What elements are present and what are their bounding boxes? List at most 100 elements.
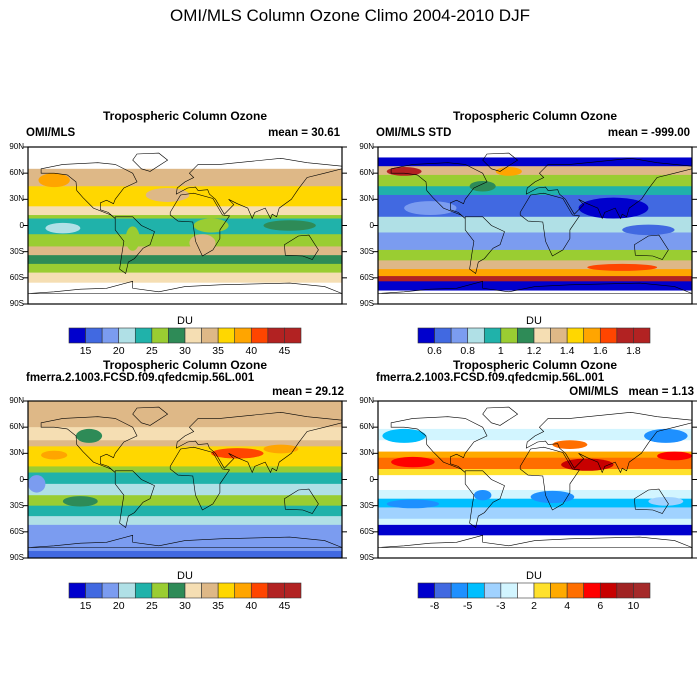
contour-band bbox=[28, 263, 342, 274]
colorbar-tick-label: 35 bbox=[212, 345, 224, 357]
coastline bbox=[284, 488, 319, 514]
contour-region bbox=[622, 224, 675, 236]
colorbar-tick-label: 1 bbox=[497, 345, 504, 357]
contour-band bbox=[28, 427, 342, 441]
contour-region bbox=[561, 458, 614, 471]
panel-mean-row: OMI/MLS mean = 1.13 bbox=[378, 386, 694, 399]
lat-tick-label: 90N bbox=[359, 142, 374, 151]
colorbar-box bbox=[85, 327, 103, 344]
contour-band bbox=[378, 157, 692, 167]
contour-band bbox=[378, 216, 692, 233]
coastline bbox=[114, 470, 155, 529]
colorbar-box bbox=[217, 327, 236, 344]
contour-region bbox=[189, 234, 216, 252]
colorbar-tick-label: -3 bbox=[496, 600, 506, 612]
colorbar-tick-label: 1.6 bbox=[592, 345, 608, 357]
contour-band bbox=[378, 498, 692, 508]
colorbar-box bbox=[68, 582, 86, 599]
contour-band bbox=[28, 505, 342, 517]
colorbar-box bbox=[184, 582, 202, 599]
contour-band bbox=[28, 255, 342, 265]
contour-region bbox=[193, 218, 229, 233]
colorbar-tick-label: 40 bbox=[245, 600, 258, 612]
colorbar-tick-label: 0.6 bbox=[427, 345, 442, 357]
map-panel-3 bbox=[23, 400, 347, 559]
contour-band bbox=[378, 281, 692, 291]
panel-mean-string: mean = -999.00 bbox=[607, 127, 690, 139]
contour-region bbox=[386, 499, 440, 509]
coastline bbox=[464, 470, 505, 529]
colorbar-tick-label: 25 bbox=[146, 600, 158, 612]
colorbar-box bbox=[483, 327, 502, 344]
colorbar-box bbox=[284, 327, 302, 344]
contour-region bbox=[38, 173, 70, 188]
colorbar-tick-label: 1.2 bbox=[526, 345, 542, 357]
colorbar-tick-label: 6 bbox=[597, 600, 604, 612]
colorbar-tick-label: 35 bbox=[212, 600, 224, 612]
lat-tick-label: 30N bbox=[9, 448, 24, 458]
lat-tick-label: 30S bbox=[359, 500, 374, 510]
colorbar-box bbox=[101, 327, 120, 344]
contour-band bbox=[378, 535, 692, 559]
colorbar-box bbox=[616, 327, 634, 344]
contour-region bbox=[495, 167, 522, 176]
colorbar-box bbox=[583, 582, 601, 599]
colorbar-box bbox=[118, 582, 136, 599]
contour-region bbox=[75, 428, 103, 443]
colorbar-box bbox=[517, 582, 535, 599]
lat-tick-label: 0 bbox=[19, 220, 24, 230]
contour-region bbox=[41, 450, 68, 460]
panel-left-string: OMI/MLS STD bbox=[376, 127, 452, 139]
colorbar-box bbox=[168, 327, 186, 344]
contour-band bbox=[378, 276, 692, 282]
contour-band bbox=[378, 166, 692, 176]
panel-left-string: fmerra.2.1003.FCSD.f09.qfedcmip.56L.001 bbox=[376, 372, 605, 384]
coastline bbox=[27, 534, 343, 548]
colorbar-box bbox=[599, 327, 618, 344]
colorbar-box bbox=[234, 327, 252, 344]
figure-title: OMI/MLS Column Ozone Climo 2004-2010 DJF bbox=[170, 6, 530, 25]
colorbar-tick-label: 0.8 bbox=[460, 345, 475, 357]
colorbar-tick-label: 25 bbox=[146, 345, 158, 357]
colorbar-tick-label: 30 bbox=[179, 600, 191, 612]
colorbar-tick-label: 20 bbox=[112, 600, 125, 612]
colorbar-box bbox=[151, 327, 169, 344]
panel-mean-string: mean = 29.12 bbox=[272, 386, 344, 398]
colorbar-tick-label: -8 bbox=[429, 600, 440, 612]
contour-band bbox=[28, 551, 342, 559]
contour-band bbox=[378, 186, 692, 196]
contour-band bbox=[378, 457, 692, 470]
coastline bbox=[390, 162, 488, 219]
contour-band bbox=[28, 483, 342, 496]
colorbar-box bbox=[134, 327, 153, 344]
colorbar-box bbox=[517, 327, 535, 344]
colorbar-tick-label: 45 bbox=[278, 600, 291, 612]
colorbar-tick-label: 15 bbox=[79, 345, 92, 357]
contour-region bbox=[391, 456, 435, 468]
contour-band bbox=[378, 269, 692, 277]
contour-band bbox=[28, 234, 342, 247]
colorbar-tick-label: -5 bbox=[463, 600, 473, 612]
contour-region bbox=[578, 197, 649, 219]
coastline bbox=[175, 411, 343, 474]
contour-region bbox=[45, 222, 81, 234]
contour-region bbox=[587, 263, 658, 271]
contour-region bbox=[648, 496, 684, 506]
panel-left-string: OMI/MLS bbox=[26, 127, 76, 139]
coastline bbox=[40, 416, 138, 473]
contour-band bbox=[378, 260, 692, 270]
panel-mean-string: mean = 1.13 bbox=[628, 386, 694, 398]
coastline bbox=[169, 192, 231, 257]
coastline bbox=[634, 234, 669, 260]
map-panel-2 bbox=[373, 146, 697, 305]
colorbar-box bbox=[134, 582, 153, 599]
colorbar-box bbox=[217, 582, 236, 599]
lat-tick-label: 60N bbox=[359, 422, 374, 432]
contour-region bbox=[530, 490, 575, 504]
colorbar-box bbox=[566, 582, 585, 599]
colorbar-tick-label: 2 bbox=[531, 600, 537, 612]
lat-tick-label: 60S bbox=[9, 526, 24, 536]
colorbar-box bbox=[250, 327, 269, 344]
coastline bbox=[377, 280, 693, 294]
panel-title: Tropospheric Column Ozone bbox=[452, 358, 617, 372]
